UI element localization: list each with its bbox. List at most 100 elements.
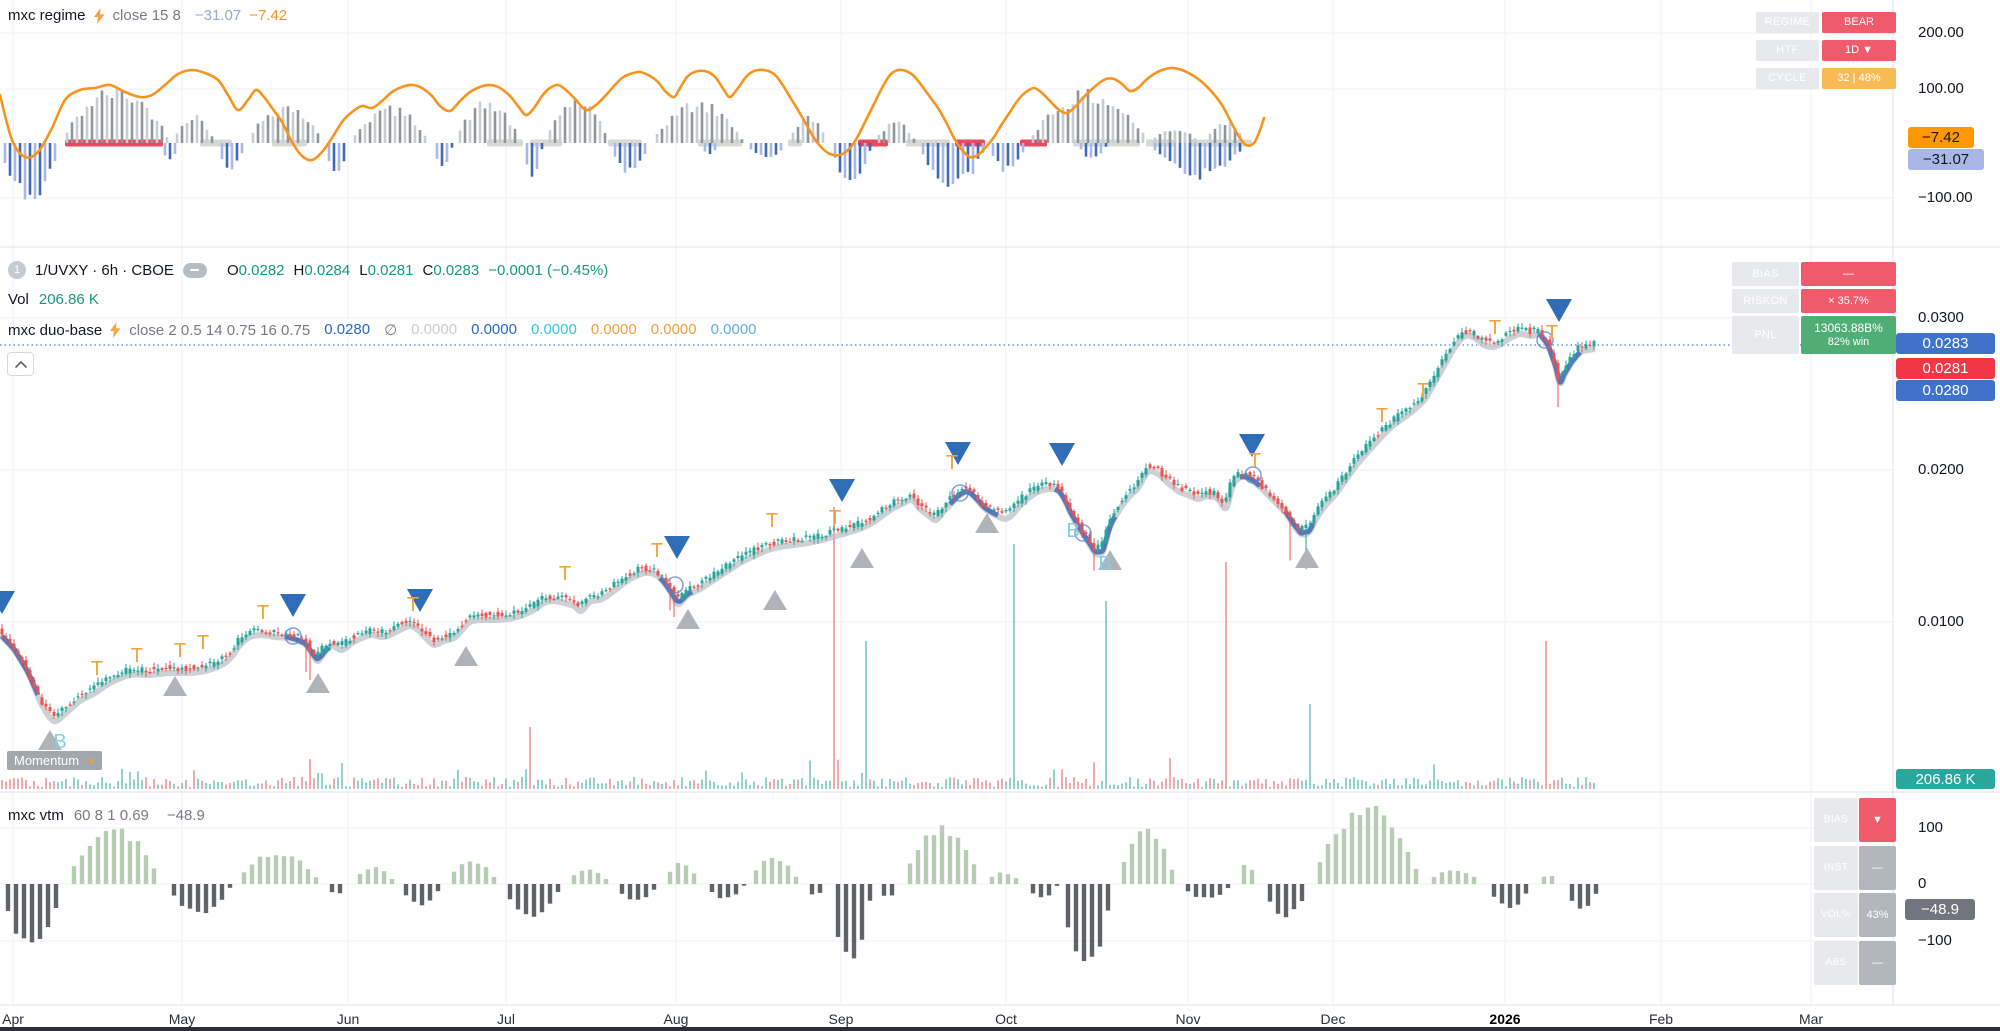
lightning-icon — [110, 322, 121, 338]
time-axis-label: Apr — [2, 1011, 24, 1027]
T-signal-label: T — [766, 510, 778, 532]
duobase-value: 0.0000 — [471, 321, 517, 338]
status-value-htf[interactable]: 1D ▼ — [1822, 40, 1896, 61]
status-value-regime[interactable]: BEAR — [1822, 12, 1896, 33]
price-label-badge: 0.0283 — [1896, 333, 1995, 354]
symbol-title[interactable]: 1/UVXY · 6h · CBOE — [35, 261, 174, 279]
momentum-tag[interactable]: Momentum × — [7, 751, 103, 770]
regime-indicator-legend[interactable]: mxc regime close 15 8 −31.07 −7.42 — [8, 7, 287, 24]
regime-pane[interactable] — [0, 66, 1266, 200]
hide-series-icon[interactable] — [182, 262, 207, 278]
duobase-values: 0.0280 ∅ 0.0000 0.0000 0.0000 0.0000 0.0000 0.0… — [324, 321, 756, 339]
B-signal-label: B — [1066, 520, 1079, 542]
time-axis-label: Nov — [1175, 1011, 1201, 1027]
close-icon[interactable]: × — [88, 753, 96, 768]
status-value-vol%[interactable]: 43% — [1859, 893, 1896, 937]
entry-circle-marker — [1074, 524, 1092, 542]
collapse-pane-button[interactable] — [7, 352, 34, 376]
status-value-abs[interactable]: — — [1859, 941, 1896, 985]
status-value-riskon[interactable]: × 35.7% — [1801, 289, 1896, 313]
time-axis-label: Jul — [497, 1011, 515, 1027]
vtm-pane[interactable] — [5, 806, 1599, 961]
volume-histogram — [1, 507, 1595, 789]
ohlc-change: −0.0001 (−0.45%) — [488, 261, 609, 279]
series-number-badge: 1 — [8, 261, 26, 279]
status-value-inst[interactable]: — — [1859, 846, 1896, 890]
duobase-value: 0.0000 — [710, 321, 757, 338]
time-axis-label: May — [168, 1011, 196, 1027]
T-signal-label: T — [1546, 322, 1558, 344]
symbol-legend[interactable]: 1 1/UVXY · 6h · CBOE O0.0282 H0.0284 L0.… — [8, 261, 608, 279]
T-signal-label: T — [1376, 405, 1388, 427]
time-axis-label: Dec — [1320, 1011, 1346, 1027]
ohlc-low: L0.0281 — [359, 261, 414, 279]
vtm-value: −48.9 — [166, 807, 205, 824]
time-axis[interactable]: Apr May Jun Jul Aug Sep Oct Nov Dec 2026 Feb Mar — [0, 1006, 2000, 1031]
duobase-value: 0.0000 — [590, 321, 637, 338]
T-signal-label: T — [946, 452, 958, 474]
sell-triangle-marker — [664, 536, 690, 559]
T-signal-label: T — [197, 632, 209, 654]
T-signal-label: T — [1417, 380, 1429, 402]
price-tick-label: −100 — [1918, 932, 1952, 949]
price-scale[interactable] — [1894, 0, 2000, 1031]
lightning-icon — [93, 7, 105, 24]
price-label-badge: 0.0281 — [1896, 358, 1995, 379]
T-signal-label: T — [829, 507, 841, 529]
regime-indicator-title[interactable]: mxc regime — [8, 7, 86, 24]
time-axis-label: Sep — [828, 1011, 854, 1027]
duobase-indicator-legend[interactable]: mxc duo-base close 2 0.5 14 0.75 16 0.75… — [8, 321, 757, 339]
status-label-regime: REGIME — [1756, 12, 1819, 33]
buy-triangle-marker — [38, 730, 62, 750]
status-label-inst: INST — [1814, 846, 1858, 890]
volume-label-badge: 206.86 K — [1896, 769, 1995, 789]
sell-triangle-marker — [407, 589, 433, 612]
duobase-value: 0.0000 — [530, 321, 577, 338]
status-label-bias: BIAS — [1732, 262, 1799, 286]
sell-triangle-marker — [829, 479, 855, 502]
sell-triangle-marker — [1546, 299, 1572, 322]
window-bottom-bar — [0, 1027, 2000, 1031]
volume-legend[interactable]: Vol 206.86 K — [8, 291, 99, 308]
status-label-riskon: RISKON — [1732, 289, 1799, 313]
ohlc-open: O0.0282 — [226, 261, 285, 279]
price-pane[interactable] — [0, 331, 1893, 725]
T-signal-label: T — [651, 540, 663, 562]
status-value-bias[interactable]: ▼ — [1859, 798, 1896, 842]
status-value-bias[interactable]: — — [1801, 262, 1896, 286]
entry-circle-marker — [284, 627, 302, 645]
regime-params: close 15 8 — [112, 7, 181, 24]
status-label-cycle: CYCLE — [1756, 68, 1819, 89]
entry-circle-marker — [951, 484, 969, 502]
T-signal-label: T — [257, 602, 269, 624]
regime-line-value: −7.42 — [249, 7, 288, 24]
status-value-pnl[interactable]: 13063.88B% 82% win — [1801, 316, 1896, 354]
T-signal-label: T — [1489, 317, 1501, 339]
time-axis-label: Mar — [1798, 1011, 1824, 1027]
duobase-value: 0.0000 — [650, 321, 697, 338]
price-label-badge: −7.42 — [1908, 127, 1974, 148]
entry-circle-marker — [1244, 466, 1262, 484]
vtm-indicator-legend[interactable]: mxc vtm 60 8 1 0.69 −48.9 — [8, 807, 205, 824]
price-label-badge: −48.9 — [1905, 899, 1975, 920]
time-axis-label: Oct — [995, 1011, 1017, 1027]
buy-triangle-marker — [454, 646, 478, 666]
status-label-abs: ABS — [1814, 941, 1858, 985]
status-label-htf: HTF — [1756, 40, 1819, 61]
buy-triangle-marker — [975, 513, 999, 533]
B-signal-label: B — [53, 731, 66, 753]
sell-triangle-marker — [0, 591, 15, 614]
price-tick-label: 0.0200 — [1918, 461, 1964, 478]
duobase-value: ∅ — [384, 322, 398, 339]
price-tick-label: 0.0100 — [1918, 613, 1964, 630]
time-axis-label: Aug — [663, 1011, 689, 1027]
vtm-indicator-title[interactable]: mxc vtm — [8, 807, 64, 824]
T-signal-label: T — [91, 658, 103, 680]
regime-hist-value: −31.07 — [194, 7, 242, 24]
price-tick-label: −100.00 — [1918, 189, 1973, 206]
status-value-cycle[interactable]: 32 | 48% — [1822, 68, 1896, 89]
duobase-indicator-title[interactable]: mxc duo-base — [8, 321, 103, 339]
